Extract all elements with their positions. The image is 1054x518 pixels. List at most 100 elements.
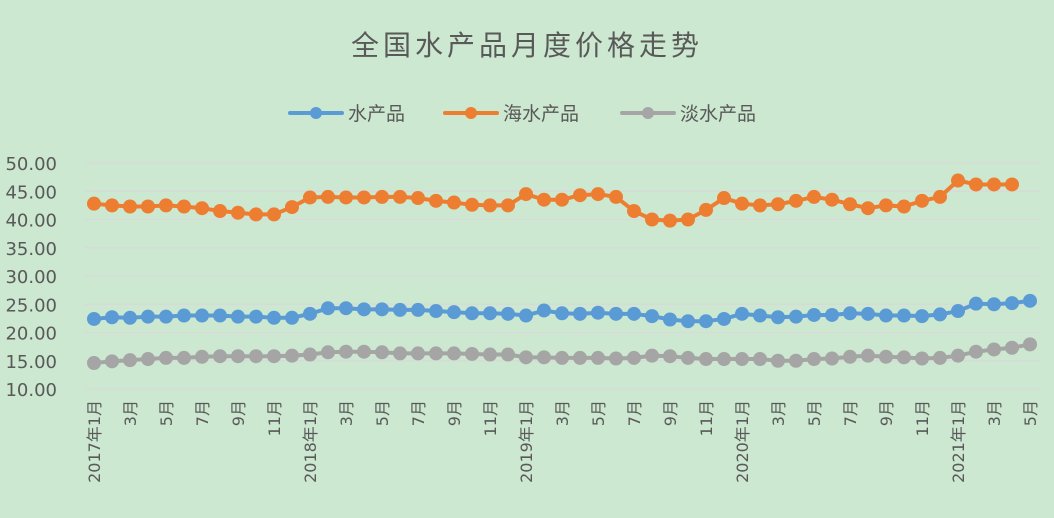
data-point-marker[interactable] [645, 309, 659, 324]
data-point-marker[interactable] [483, 306, 497, 321]
data-point-marker[interactable] [861, 306, 875, 321]
data-point-marker[interactable] [537, 303, 551, 318]
data-point-marker[interactable] [447, 195, 461, 210]
data-point-marker[interactable] [303, 190, 317, 205]
data-point-marker[interactable] [591, 350, 605, 365]
data-point-marker[interactable] [843, 349, 857, 364]
data-point-marker[interactable] [123, 310, 137, 325]
data-point-marker[interactable] [627, 350, 641, 365]
data-point-marker[interactable] [753, 198, 767, 213]
data-point-marker[interactable] [717, 352, 731, 367]
data-point-marker[interactable] [573, 188, 587, 203]
data-point-marker[interactable] [789, 309, 803, 324]
data-point-marker[interactable] [465, 346, 479, 361]
data-point-marker[interactable] [645, 212, 659, 227]
data-point-marker[interactable] [231, 349, 245, 364]
data-point-marker[interactable] [645, 348, 659, 363]
data-point-marker[interactable] [663, 349, 677, 364]
data-point-marker[interactable] [429, 304, 443, 319]
data-point-marker[interactable] [771, 197, 785, 212]
data-point-marker[interactable] [987, 297, 1001, 312]
data-point-marker[interactable] [447, 346, 461, 361]
data-point-marker[interactable] [1005, 340, 1019, 355]
data-point-marker[interactable] [1005, 296, 1019, 311]
data-point-marker[interactable] [195, 201, 209, 216]
data-point-marker[interactable] [303, 347, 317, 362]
data-point-marker[interactable] [483, 198, 497, 213]
data-point-marker[interactable] [519, 187, 533, 202]
data-point-marker[interactable] [177, 350, 191, 365]
data-point-marker[interactable] [141, 352, 155, 367]
data-point-marker[interactable] [951, 173, 965, 188]
data-point-marker[interactable] [681, 212, 695, 227]
data-point-marker[interactable] [285, 310, 299, 325]
data-point-marker[interactable] [501, 306, 515, 321]
data-point-marker[interactable] [879, 198, 893, 213]
data-point-marker[interactable] [267, 310, 281, 325]
data-point-marker[interactable] [969, 177, 983, 192]
legend-item-seawater[interactable]: 海水产品 [443, 103, 579, 125]
data-point-marker[interactable] [357, 190, 371, 205]
data-point-marker[interactable] [735, 352, 749, 367]
data-point-marker[interactable] [681, 350, 695, 365]
data-point-marker[interactable] [555, 306, 569, 321]
data-point-marker[interactable] [627, 306, 641, 321]
data-point-marker[interactable] [537, 350, 551, 365]
data-point-marker[interactable] [411, 346, 425, 361]
data-point-marker[interactable] [321, 345, 335, 360]
data-point-marker[interactable] [213, 308, 227, 323]
data-point-marker[interactable] [249, 309, 263, 324]
data-point-marker[interactable] [807, 189, 821, 204]
data-point-marker[interactable] [177, 199, 191, 214]
data-point-marker[interactable] [591, 305, 605, 320]
data-point-marker[interactable] [627, 204, 641, 219]
data-point-marker[interactable] [735, 306, 749, 321]
data-point-marker[interactable] [375, 302, 389, 317]
data-point-marker[interactable] [915, 309, 929, 324]
data-point-marker[interactable] [303, 306, 317, 321]
data-point-marker[interactable] [1023, 293, 1037, 308]
data-point-marker[interactable] [339, 190, 353, 205]
data-point-marker[interactable] [951, 348, 965, 363]
data-point-marker[interactable] [537, 192, 551, 207]
data-point-marker[interactable] [789, 353, 803, 368]
data-point-marker[interactable] [483, 347, 497, 362]
data-point-marker[interactable] [105, 354, 119, 369]
data-point-marker[interactable] [249, 349, 263, 364]
data-point-marker[interactable] [159, 309, 173, 324]
data-point-marker[interactable] [573, 306, 587, 321]
data-point-marker[interactable] [951, 304, 965, 319]
data-point-marker[interactable] [501, 198, 515, 213]
data-point-marker[interactable] [87, 311, 101, 326]
data-point-marker[interactable] [285, 200, 299, 215]
data-point-marker[interactable] [573, 350, 587, 365]
data-point-marker[interactable] [141, 199, 155, 214]
data-point-marker[interactable] [987, 342, 1001, 357]
data-point-marker[interactable] [465, 197, 479, 212]
data-point-marker[interactable] [285, 348, 299, 363]
data-point-marker[interactable] [663, 213, 677, 228]
data-point-marker[interactable] [1005, 177, 1019, 192]
data-point-marker[interactable] [393, 302, 407, 317]
data-point-marker[interactable] [861, 201, 875, 216]
data-point-marker[interactable] [195, 349, 209, 364]
data-point-marker[interactable] [807, 352, 821, 367]
data-point-marker[interactable] [879, 308, 893, 323]
data-point-marker[interactable] [87, 356, 101, 371]
data-point-marker[interactable] [663, 312, 677, 327]
data-point-marker[interactable] [969, 296, 983, 311]
data-point-marker[interactable] [339, 344, 353, 359]
data-point-marker[interactable] [177, 308, 191, 323]
data-point-marker[interactable] [771, 353, 785, 368]
data-point-marker[interactable] [267, 207, 281, 222]
data-point-marker[interactable] [825, 192, 839, 207]
data-point-marker[interactable] [519, 350, 533, 365]
data-point-marker[interactable] [681, 314, 695, 329]
data-point-marker[interactable] [555, 350, 569, 365]
data-point-marker[interactable] [429, 193, 443, 208]
data-point-marker[interactable] [609, 306, 623, 321]
data-point-marker[interactable] [1023, 337, 1037, 352]
data-point-marker[interactable] [393, 189, 407, 204]
data-point-marker[interactable] [105, 310, 119, 325]
data-point-marker[interactable] [699, 314, 713, 329]
